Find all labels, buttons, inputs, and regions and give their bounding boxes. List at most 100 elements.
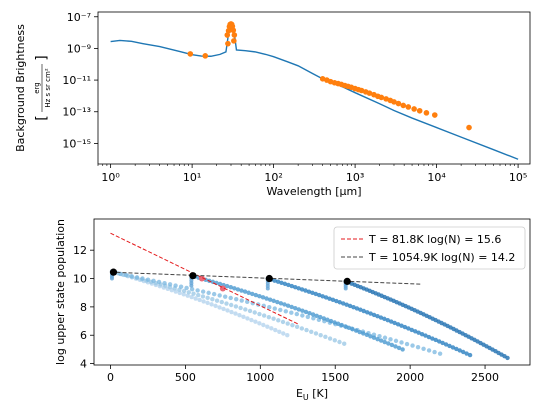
spectrum-point <box>466 124 472 131</box>
x-tick-label: 1000 <box>246 371 274 384</box>
population-point <box>209 302 214 307</box>
spectrum-point <box>411 106 417 112</box>
legend-box <box>333 226 526 270</box>
population-point <box>123 272 129 278</box>
population-point <box>217 293 222 298</box>
population-point <box>232 286 237 291</box>
spectrum-point <box>202 53 209 59</box>
population-point <box>457 348 462 353</box>
population-point <box>283 309 289 314</box>
population-point <box>275 299 280 305</box>
population-y-axis-label: log upper state population <box>54 219 67 365</box>
spectrum-point <box>225 27 232 34</box>
population-point <box>304 327 309 333</box>
population-point <box>454 346 459 352</box>
population-point <box>371 332 377 337</box>
legend-label-red: T = 81.8K log(N) = 15.6 <box>368 233 501 246</box>
population-point <box>358 307 363 312</box>
population-point <box>181 292 186 297</box>
population-point <box>260 295 266 300</box>
population-point <box>264 296 269 301</box>
population-point <box>189 294 194 300</box>
population-point <box>217 305 222 310</box>
population-point <box>310 312 316 317</box>
svg-text:log upper state population: log upper state population <box>54 219 67 365</box>
population-point <box>167 282 173 287</box>
population-point <box>193 296 198 301</box>
population-point <box>229 302 234 308</box>
population-point <box>386 341 391 346</box>
population-point <box>350 327 355 332</box>
spectrum-x-ticks: 10⁰ 10¹ 10² 10³ 10⁴ 10⁵ <box>97 164 527 184</box>
population-point <box>344 302 349 307</box>
population-point <box>382 339 387 345</box>
unit-denominator: Hz s sr cm² <box>44 68 52 107</box>
population-point <box>189 286 195 292</box>
population-point <box>285 303 291 308</box>
population-point <box>404 341 410 347</box>
population-point <box>332 320 337 325</box>
population-point <box>339 322 344 328</box>
population-point <box>234 297 239 302</box>
population-x-axis-label: EU [K] <box>296 387 328 402</box>
spectrum-point <box>231 38 237 44</box>
population-point <box>415 345 421 350</box>
population-point <box>129 274 134 279</box>
population-point <box>261 322 266 328</box>
fit-line-red <box>110 232 298 325</box>
population-point <box>201 299 206 304</box>
population-marks <box>109 232 510 361</box>
x-tick-label: 10⁴ <box>427 171 446 184</box>
population-point <box>281 331 286 336</box>
population-point <box>278 307 283 313</box>
population-point <box>327 336 333 341</box>
population-point <box>361 331 366 336</box>
population-point <box>351 305 356 310</box>
population-point <box>214 298 220 303</box>
population-point <box>224 283 230 289</box>
population-point <box>245 316 250 321</box>
population-point <box>271 316 276 321</box>
population-point <box>399 323 404 328</box>
population-point <box>286 282 291 288</box>
population-point <box>247 308 253 314</box>
population-point <box>325 317 330 322</box>
population-point <box>293 284 298 290</box>
population-point <box>419 331 425 337</box>
x-tick-label: 10² <box>264 171 282 184</box>
population-point <box>389 342 395 348</box>
population-point <box>443 342 449 347</box>
population-point <box>313 291 318 297</box>
population-point <box>300 308 305 313</box>
population-point <box>238 305 243 311</box>
population-point <box>396 345 402 351</box>
population-point <box>327 296 332 301</box>
population-point <box>375 314 380 319</box>
population-point <box>267 297 273 302</box>
y-tick-label: 10⁻¹³ <box>62 106 91 119</box>
population-point <box>253 292 259 298</box>
y-tick-label: 10 <box>73 273 87 286</box>
population-point <box>222 294 228 299</box>
population-point <box>228 285 233 290</box>
population-point <box>267 305 272 310</box>
population-point <box>447 343 452 349</box>
population-point <box>410 343 415 348</box>
population-point <box>257 321 262 326</box>
population-point <box>278 301 284 306</box>
population-point <box>253 319 258 324</box>
population-point <box>335 321 341 326</box>
spectrum-point <box>231 32 238 38</box>
population-point <box>314 313 319 319</box>
population-point <box>368 311 373 316</box>
population-point <box>185 293 190 298</box>
population-point <box>205 300 210 306</box>
svg-text:[: [ <box>34 115 50 120</box>
population-point <box>275 279 281 284</box>
svg-text:Background Brightness: Background Brightness <box>14 24 27 152</box>
population-point <box>399 340 404 345</box>
population-point <box>293 305 298 311</box>
population-plot-area <box>93 218 531 366</box>
spectrum-marks <box>110 21 519 160</box>
population-point <box>392 320 397 326</box>
